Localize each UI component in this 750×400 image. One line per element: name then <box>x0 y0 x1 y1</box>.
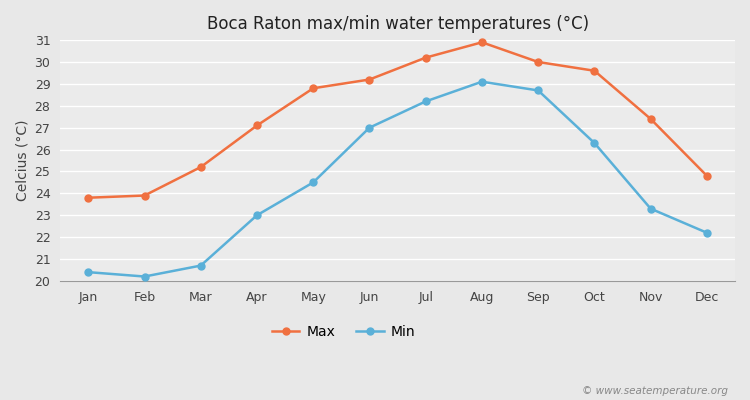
Text: © www.seatemperature.org: © www.seatemperature.org <box>581 386 728 396</box>
Y-axis label: Celcius (°C): Celcius (°C) <box>15 120 29 201</box>
Title: Boca Raton max/min water temperatures (°C): Boca Raton max/min water temperatures (°… <box>206 15 589 33</box>
Legend: Max, Min: Max, Min <box>266 319 421 344</box>
